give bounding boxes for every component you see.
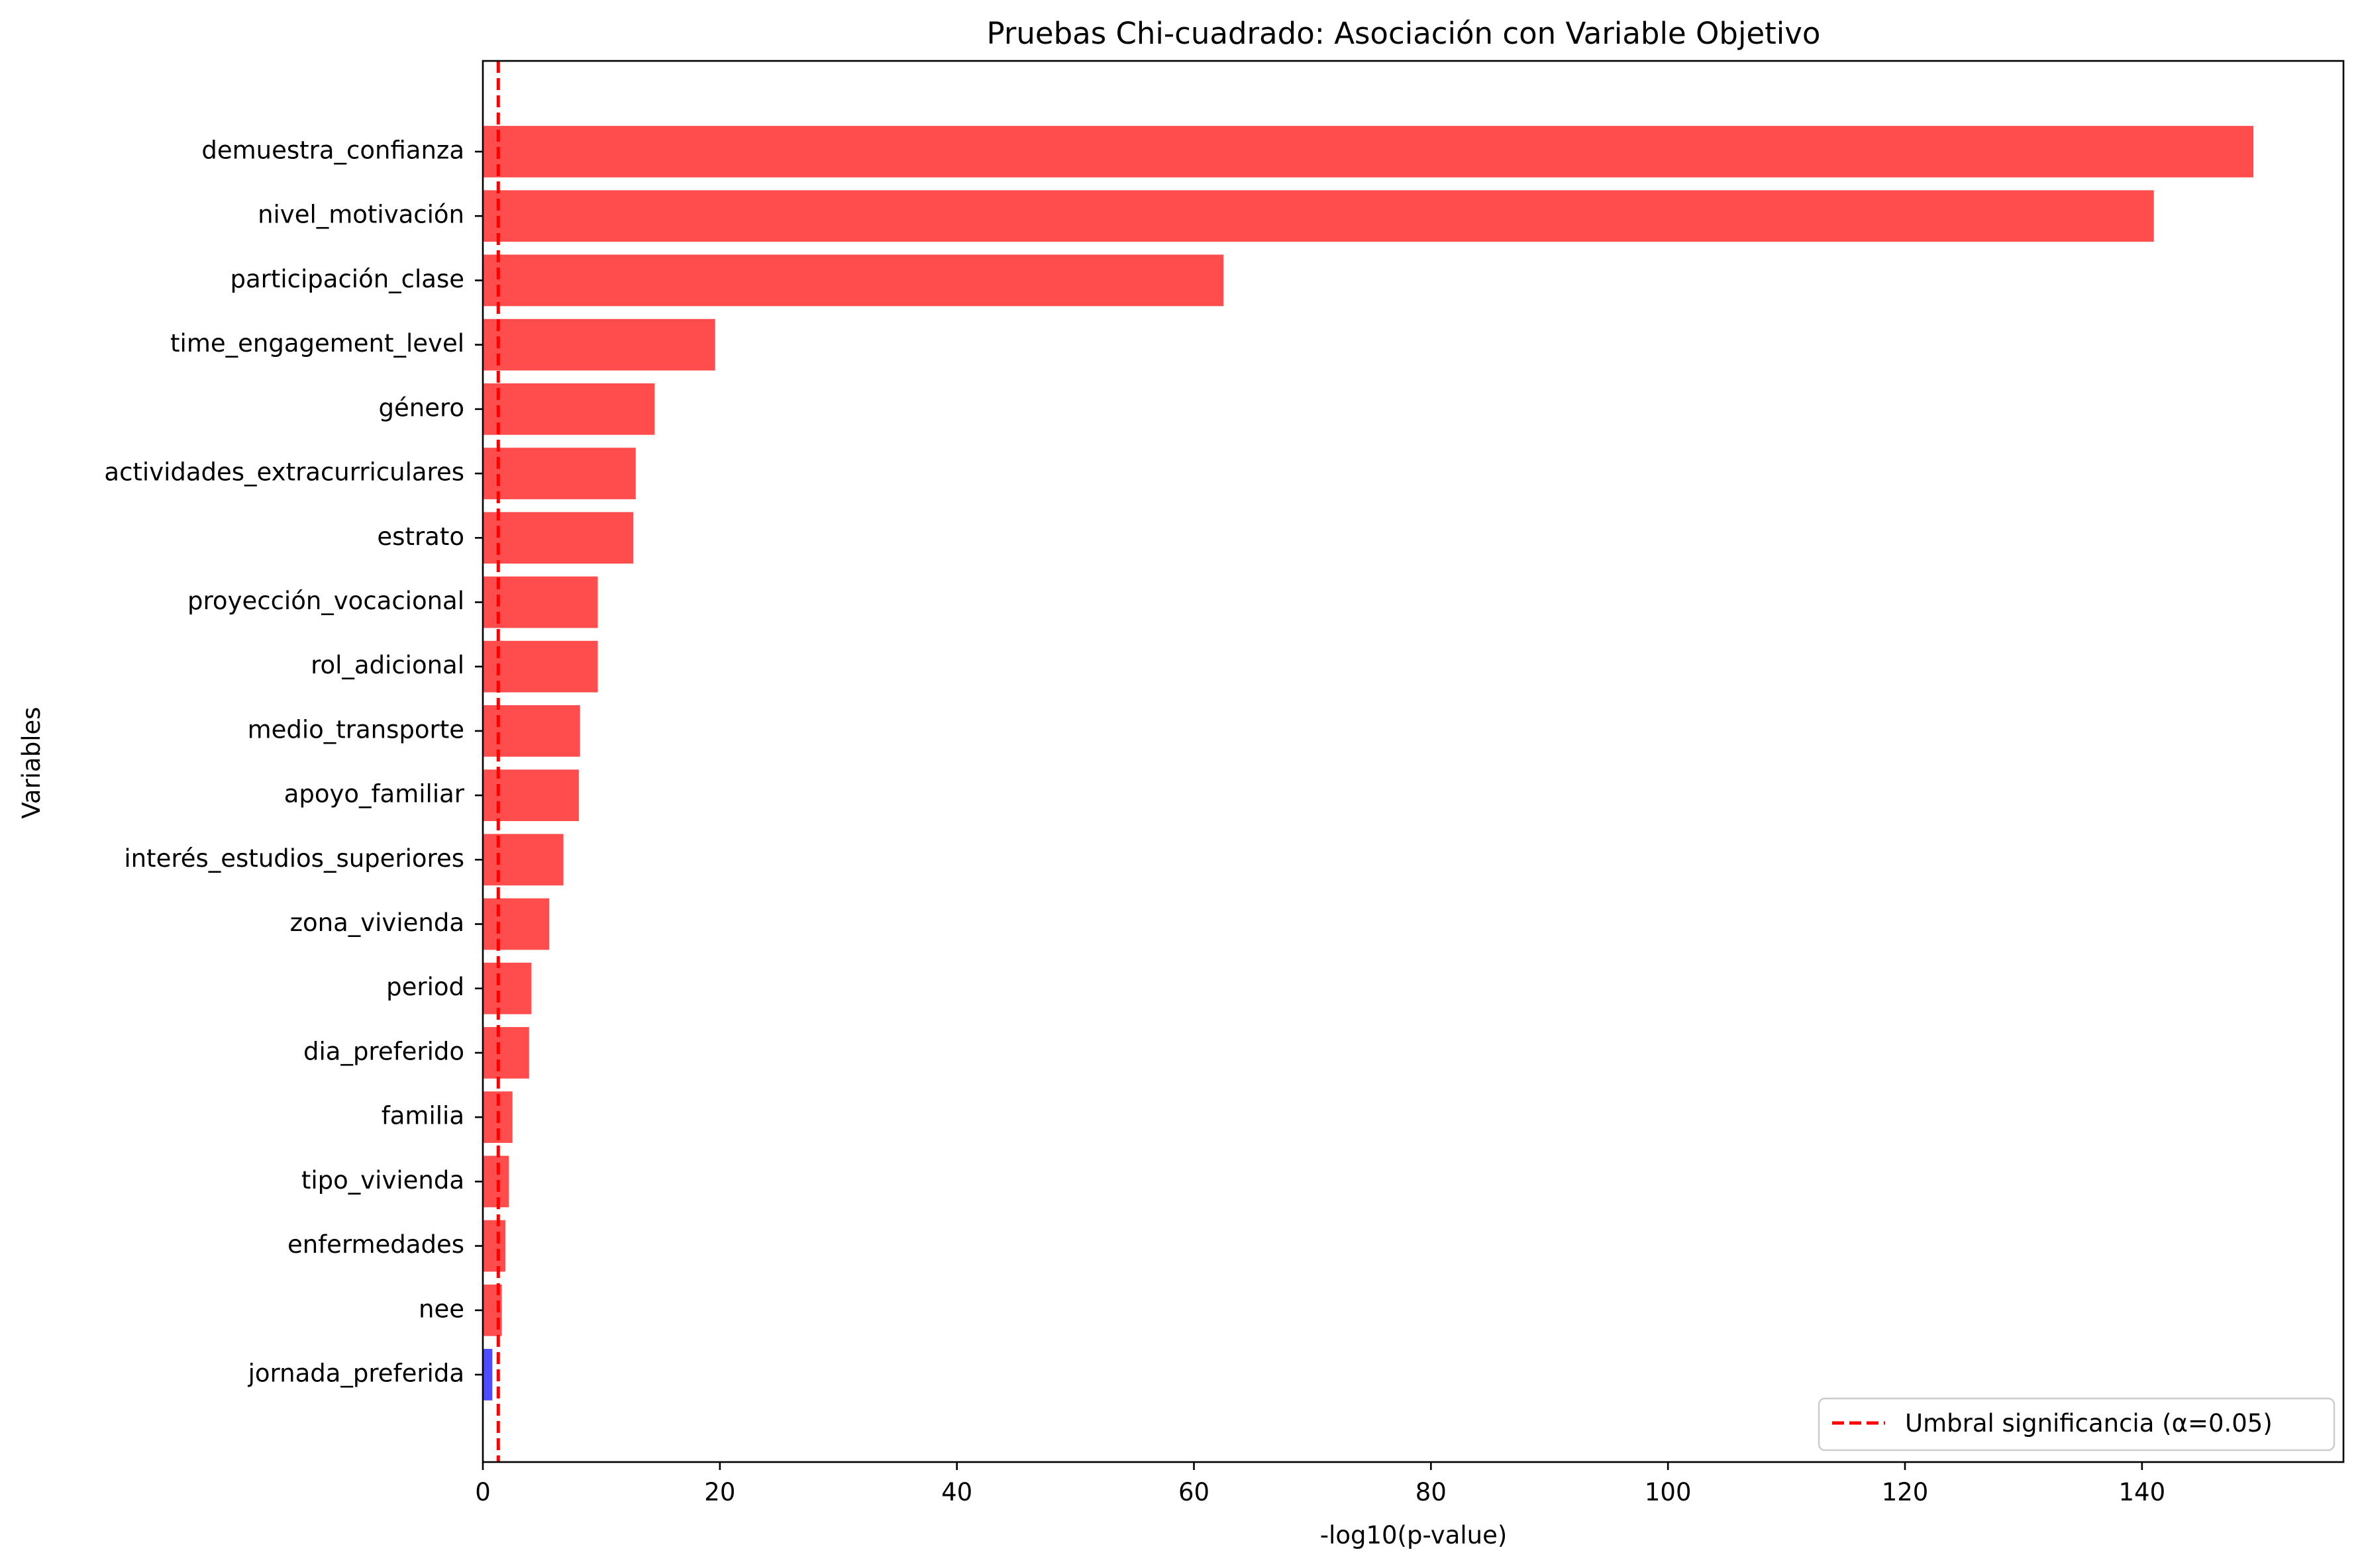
y-tick-label: enfermedades <box>287 1230 464 1259</box>
bar-participación_clase <box>483 254 1224 307</box>
y-tick-label: zona_vivienda <box>290 908 464 937</box>
x-tick-label: 100 <box>1645 1478 1692 1506</box>
chart-title: Pruebas Chi-cuadrado: Asociación con Var… <box>987 16 1821 51</box>
bar-proyección_vocacional <box>483 576 598 628</box>
y-tick-label: tipo_vivienda <box>301 1166 464 1195</box>
x-tick-label: 20 <box>704 1478 735 1506</box>
bar-zona_vivienda <box>483 898 550 950</box>
y-tick-label: participación_clase <box>231 265 465 293</box>
y-tick-label: actividades_extracurriculares <box>104 458 464 487</box>
bar-medio_transporte <box>483 705 580 757</box>
x-tick-label: 80 <box>1415 1478 1447 1506</box>
x-tick-label: 0 <box>475 1478 491 1506</box>
bars-group <box>483 126 2254 1400</box>
y-tick-label: period <box>386 973 464 1001</box>
y-tick-label: jornada_preferida <box>248 1359 464 1388</box>
x-tick-label: 40 <box>941 1478 972 1506</box>
bar-period <box>483 962 532 1014</box>
bar-género <box>483 383 655 435</box>
bar-time_engagement_level <box>483 318 715 371</box>
y-tick-label: medio_transporte <box>248 715 464 744</box>
x-tick-label: 140 <box>2119 1478 2166 1506</box>
bar-estrato <box>483 512 634 564</box>
legend: Umbral significancia (α=0.05) <box>1818 1397 2336 1451</box>
plot-frame <box>482 60 2345 1463</box>
y-tick-label: género <box>379 393 465 422</box>
y-tick-label: familia <box>382 1102 464 1130</box>
y-tick-label: nee <box>419 1295 464 1323</box>
bar-demuestra_confianza <box>483 126 2254 177</box>
y-tick-label: nivel_motivación <box>258 201 464 229</box>
legend-label: Umbral significancia (α=0.05) <box>1905 1409 2273 1438</box>
bar-interés_estudios_superiores <box>483 834 564 886</box>
bar-nivel_motivación <box>483 190 2154 242</box>
y-tick-label: apoyo_familiar <box>284 780 465 808</box>
bar-rol_adicional <box>483 640 598 693</box>
bar-enfermedades <box>483 1220 505 1272</box>
bar-jornada_preferida <box>483 1349 493 1400</box>
y-tick-label: demuestra_confianza <box>201 136 464 165</box>
y-tick-label: estrato <box>377 522 464 551</box>
bar-dia_preferido <box>483 1027 529 1079</box>
bar-actividades_extracurriculares <box>483 448 636 499</box>
x-axis-label: -log10(p-value) <box>1320 1521 1508 1549</box>
x-tick-label: 120 <box>1882 1478 1929 1506</box>
y-tick-label: interés_estudios_superiores <box>124 844 464 873</box>
y-tick-label: rol_adicional <box>311 651 464 679</box>
ticks-group: demuestra_confianza nivel_motivaciónparti… <box>104 136 2165 1507</box>
bar-tipo_vivienda <box>483 1155 509 1208</box>
y-tick-label: time_engagement_level <box>170 329 464 358</box>
y-axis-label: Variables <box>17 707 46 818</box>
y-tick-label: proyección_vocacional <box>187 587 464 615</box>
x-tick-label: 60 <box>1178 1478 1209 1506</box>
y-tick-label: dia_preferido <box>303 1037 464 1065</box>
legend-box <box>1818 1397 2336 1451</box>
